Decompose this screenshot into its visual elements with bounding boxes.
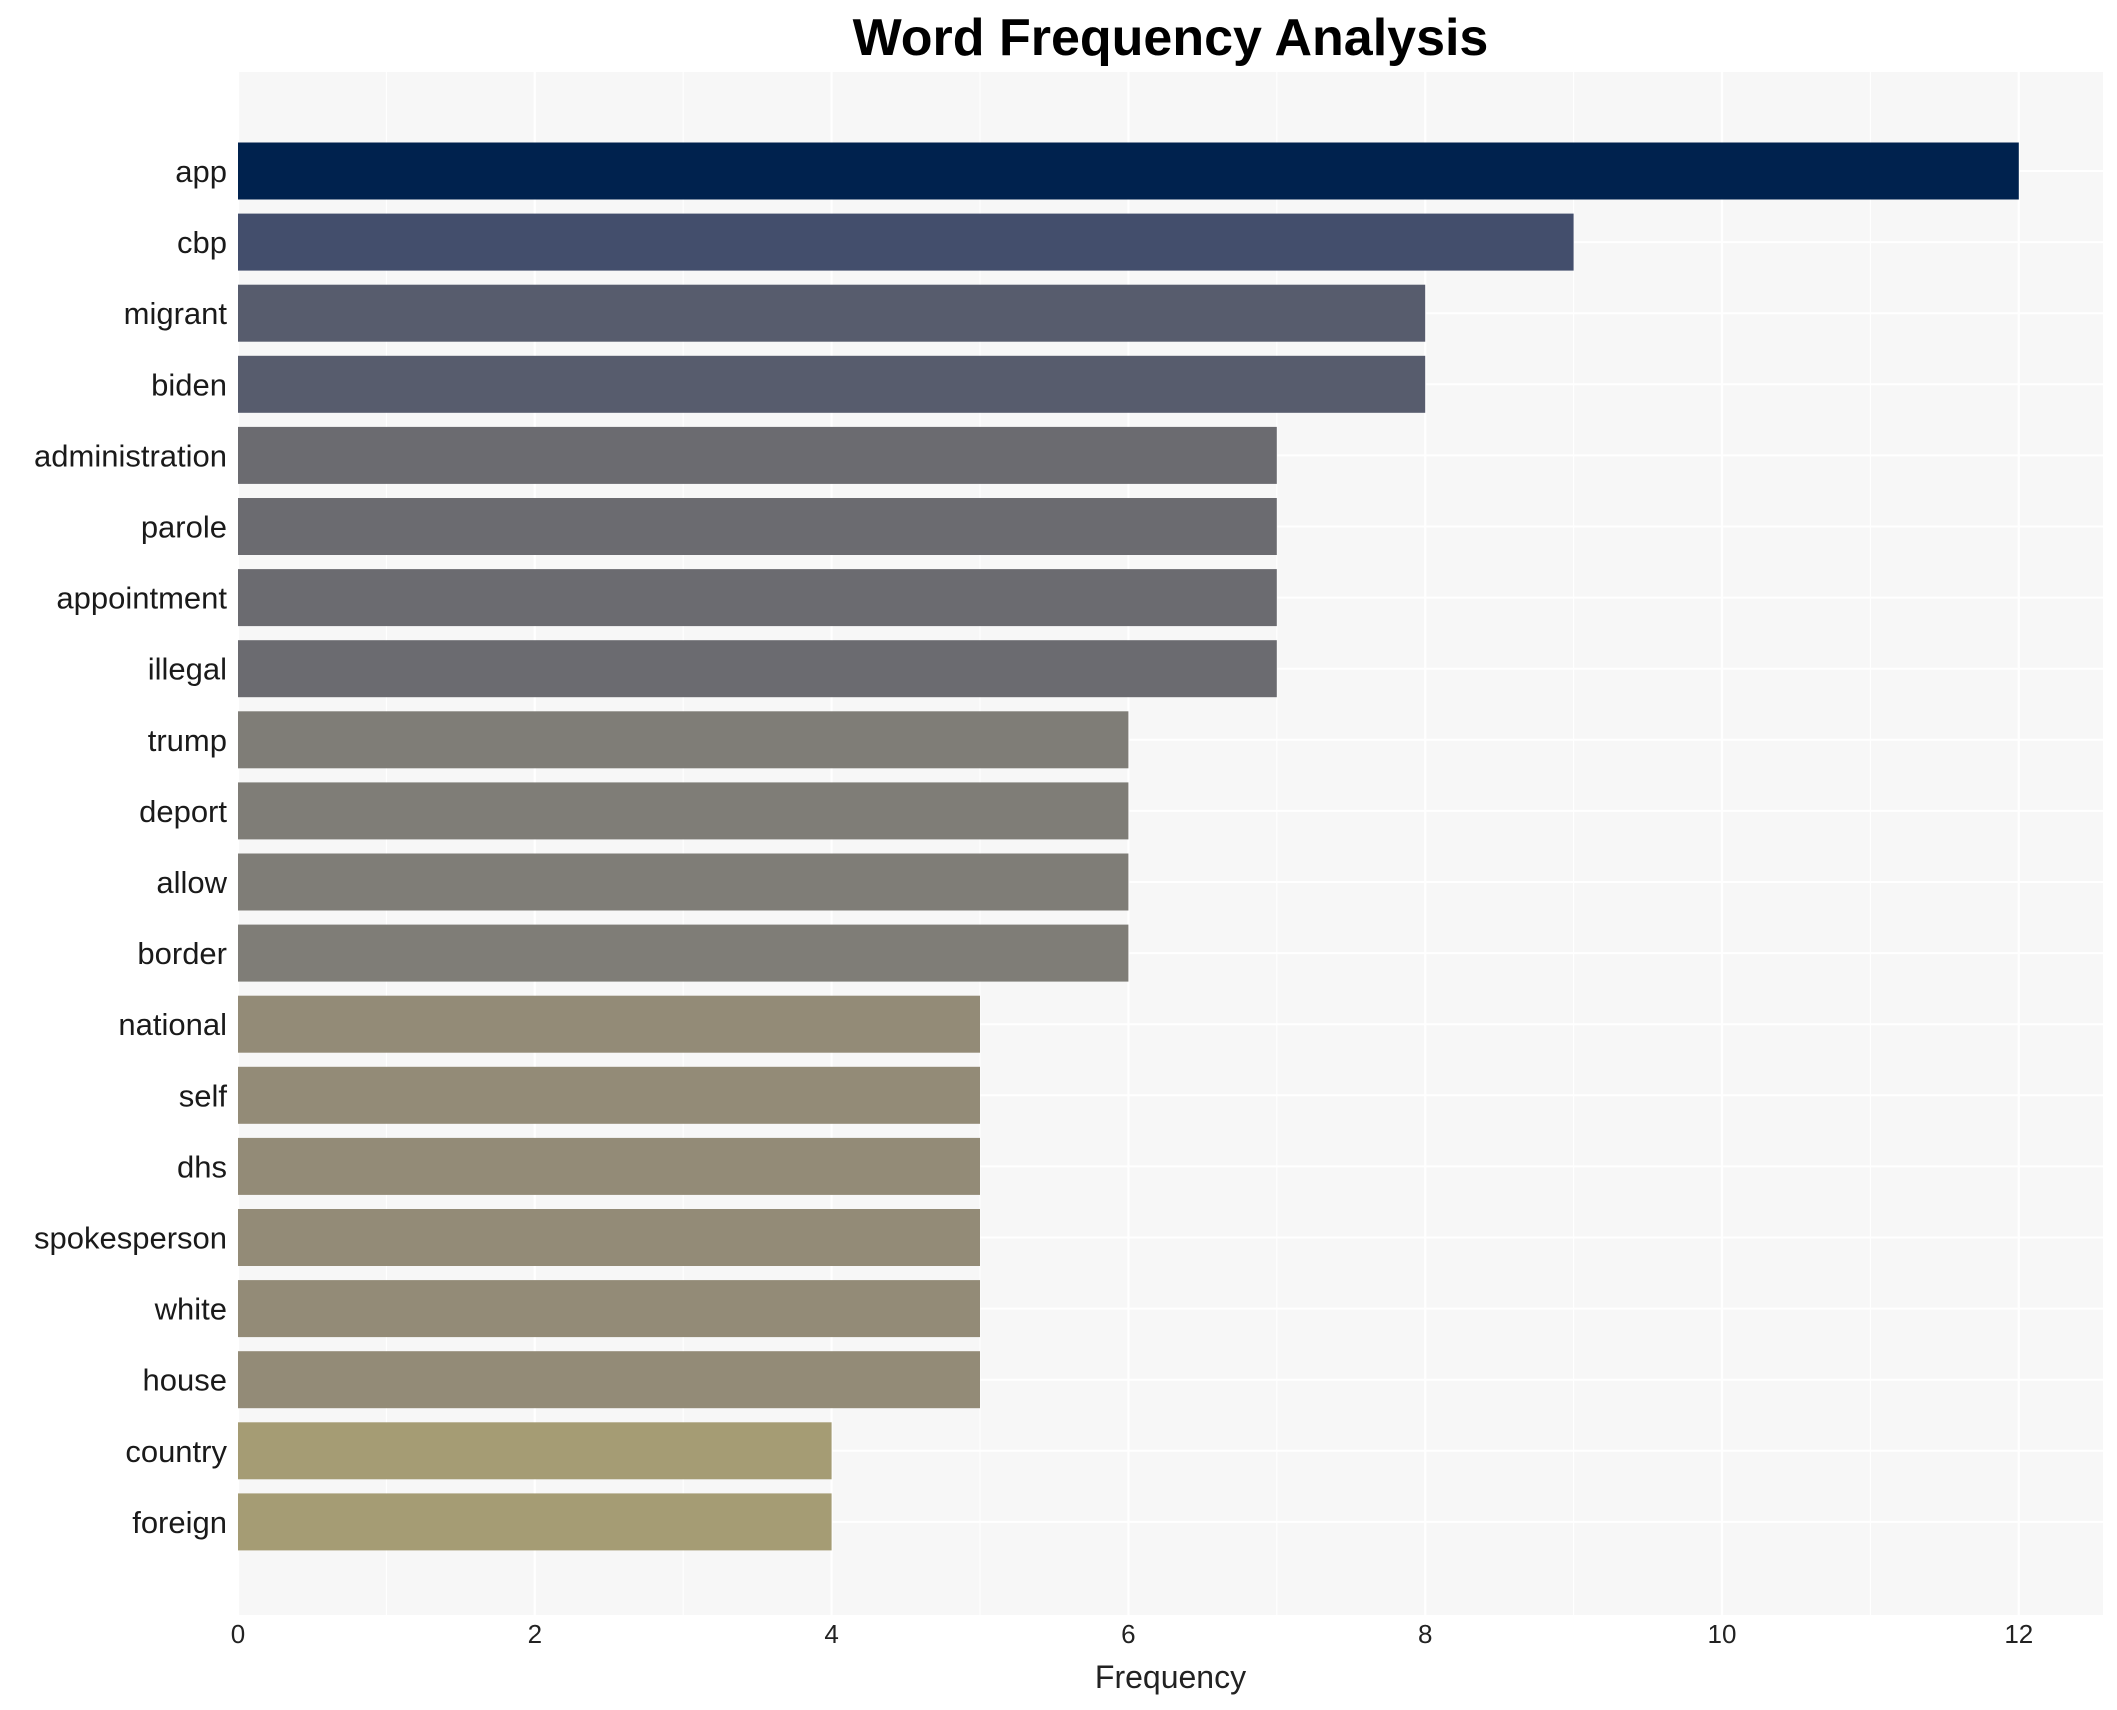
category-label-deport: deport xyxy=(139,794,227,829)
x-tick-label: 6 xyxy=(1121,1619,1135,1649)
category-label-app: app xyxy=(175,154,227,189)
bar-house xyxy=(238,1351,980,1409)
category-label-parole: parole xyxy=(141,510,227,545)
bar-trump xyxy=(238,711,1129,769)
x-tick-label: 12 xyxy=(2004,1619,2033,1649)
category-label-allow: allow xyxy=(156,865,227,900)
category-label-administration: administration xyxy=(34,438,227,473)
bar-cbp xyxy=(238,213,1574,271)
category-label-cbp: cbp xyxy=(177,225,227,260)
bar-biden xyxy=(238,355,1426,413)
bar-foreign xyxy=(238,1493,832,1551)
x-tick-label: 4 xyxy=(824,1619,838,1649)
bar-white xyxy=(238,1280,980,1338)
x-tick-label: 8 xyxy=(1418,1619,1432,1649)
category-label-national: national xyxy=(118,1007,227,1042)
bar-illegal xyxy=(238,640,1277,698)
bar-deport xyxy=(238,782,1129,840)
x-axis-label: Frequency xyxy=(1095,1659,1246,1695)
bar-app xyxy=(238,142,2019,200)
category-label-dhs: dhs xyxy=(177,1149,227,1184)
category-label-spokesperson: spokesperson xyxy=(34,1221,227,1256)
x-tick-labels: 0 2 4 6 8 10 12 xyxy=(231,1619,2033,1649)
category-label-country: country xyxy=(125,1434,227,1469)
bars xyxy=(238,142,2019,1551)
bar-dhs xyxy=(238,1137,980,1195)
bar-allow xyxy=(238,853,1129,911)
category-label-foreign: foreign xyxy=(132,1505,227,1540)
category-label-house: house xyxy=(143,1363,227,1398)
category-label-biden: biden xyxy=(151,367,227,402)
bar-national xyxy=(238,995,980,1053)
x-tick-label: 2 xyxy=(528,1619,542,1649)
category-label-illegal: illegal xyxy=(148,652,227,687)
bar-border xyxy=(238,924,1129,982)
bar-spokesperson xyxy=(238,1209,980,1266)
category-label-white: white xyxy=(154,1292,227,1327)
bar-country xyxy=(238,1422,832,1480)
bar-appointment xyxy=(238,569,1277,627)
x-tick-label: 10 xyxy=(1708,1619,1737,1649)
category-label-appointment: appointment xyxy=(56,581,227,616)
category-label-migrant: migrant xyxy=(124,296,228,331)
x-tick-label: 0 xyxy=(231,1619,245,1649)
category-labels: app cbp migrant biden administration parole ap… xyxy=(34,154,228,1540)
bar-migrant xyxy=(238,284,1426,342)
bar-parole xyxy=(238,498,1277,555)
bar-administration xyxy=(238,426,1277,484)
category-label-border: border xyxy=(137,936,227,971)
chart-title: Word Frequency Analysis xyxy=(853,9,1489,67)
category-label-trump: trump xyxy=(148,723,227,758)
bar-self xyxy=(238,1066,980,1124)
category-label-self: self xyxy=(179,1078,228,1113)
